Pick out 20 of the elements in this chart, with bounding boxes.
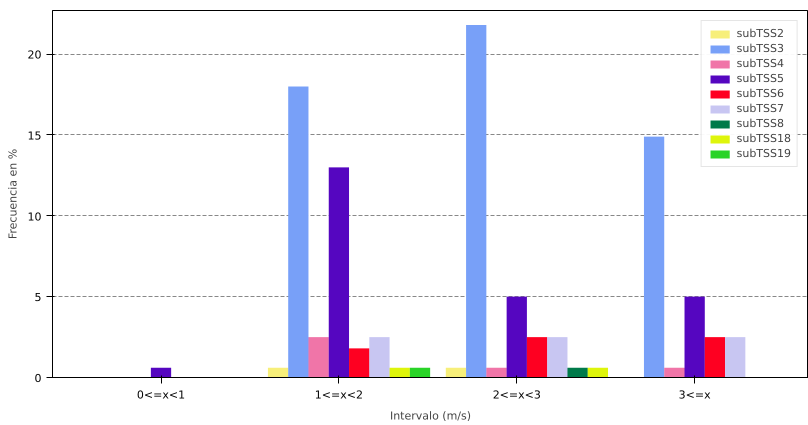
legend-label: subTSS6	[736, 87, 784, 100]
x-axis-title: Intervalo (m/s)	[390, 410, 472, 422]
y-axis-title: Frecuencia en %	[6, 148, 20, 240]
legend-label: subTSS3	[736, 42, 784, 55]
legend-label: subTSS18	[736, 132, 791, 145]
y-tick-label: 0	[34, 372, 42, 385]
legend-label: subTSS7	[736, 102, 784, 115]
legend-label: subTSS19	[736, 147, 791, 160]
x-tick-label: 2<=x<3	[492, 388, 541, 402]
legend-label: subTSS5	[736, 72, 784, 85]
y-tick-label: 15	[28, 129, 42, 142]
y-tick-label: 20	[28, 48, 42, 62]
x-tick-label: 1<=x<2	[314, 388, 363, 402]
x-tick-label: 3<=x	[678, 388, 712, 402]
legend-label: subTSS8	[736, 117, 784, 130]
x-tick-label: 0<=x<1	[136, 388, 186, 402]
legend-label: subTSS2	[736, 27, 784, 40]
legend-label: subTSS4	[736, 57, 784, 70]
y-tick-label: 10	[28, 210, 42, 224]
y-tick-label: 5	[34, 291, 42, 304]
